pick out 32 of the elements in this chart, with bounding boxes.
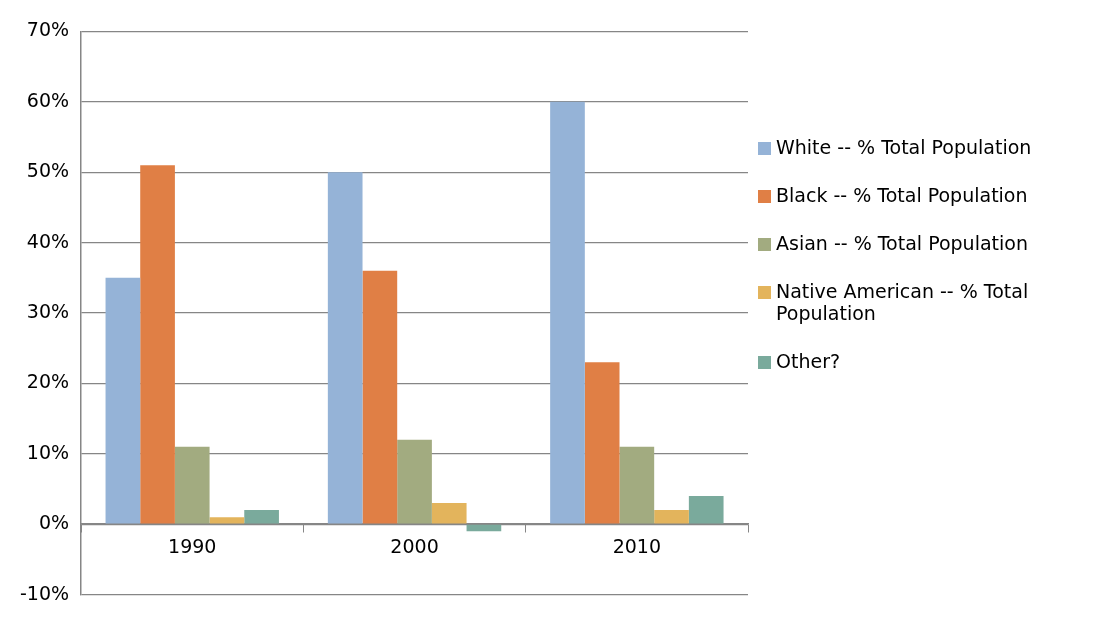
- bar: [397, 439, 432, 524]
- bar: [619, 446, 655, 524]
- legend-label: Other?: [776, 350, 841, 372]
- legend-label: Asian -- % Total Population: [776, 232, 1028, 254]
- y-tick-label: 40%: [26, 229, 70, 252]
- bar: [362, 270, 398, 524]
- x-tick-label: 2010: [612, 534, 662, 557]
- y-tick-label: 30%: [26, 299, 70, 322]
- bar: [688, 496, 724, 524]
- bar: [209, 517, 245, 524]
- x-tick-label: 2000: [390, 534, 439, 557]
- bar: [105, 277, 141, 524]
- bar: [140, 165, 175, 524]
- bar: [327, 172, 363, 524]
- y-tick-label: 0%: [38, 511, 70, 534]
- y-tick-label: 20%: [26, 370, 70, 393]
- bar: [654, 510, 689, 524]
- y-tick-label: 10%: [26, 440, 70, 463]
- bar: [431, 503, 467, 524]
- y-tick-label: -10%: [19, 581, 70, 604]
- legend-label: Native American -- % Total Population: [776, 280, 1030, 324]
- legend-label: Black -- % Total Population: [776, 184, 1028, 206]
- legend-label: White -- % Total Population: [776, 136, 1032, 158]
- bar: [244, 510, 279, 524]
- bar: [550, 101, 585, 524]
- y-tick-label: 60%: [26, 88, 70, 111]
- x-tick-label: 1990: [168, 534, 217, 557]
- y-tick-label: 70%: [26, 18, 70, 41]
- bar: [466, 524, 502, 532]
- bar: [584, 362, 620, 524]
- y-tick-label: 50%: [26, 159, 70, 182]
- bar: [174, 446, 210, 524]
